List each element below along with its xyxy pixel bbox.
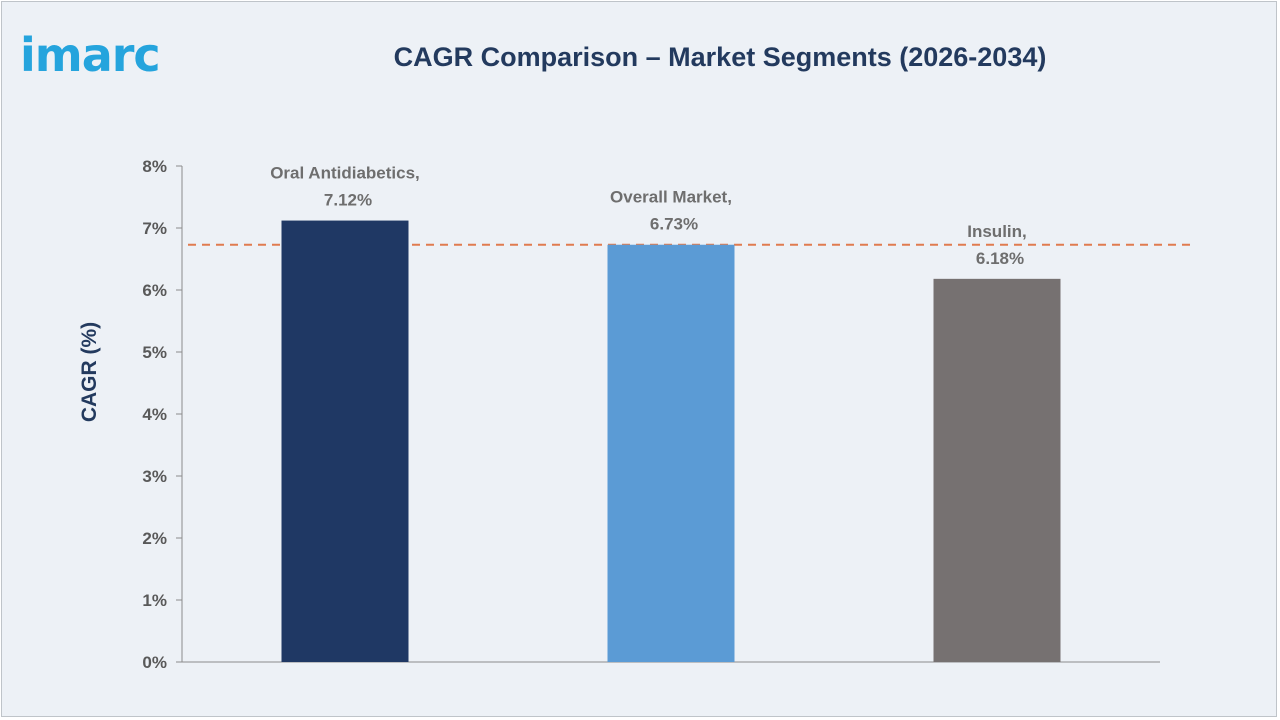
y-axis-label: CAGR (%)	[78, 322, 101, 422]
data-label: 7.12%	[324, 191, 372, 210]
data-label: 6.73%	[650, 215, 698, 234]
y-tick-label: 8%	[142, 157, 167, 176]
data-label: Insulin,	[967, 222, 1027, 241]
bar	[281, 220, 409, 662]
y-tick-label: 7%	[142, 219, 167, 238]
bar	[933, 278, 1061, 662]
y-tick-label: 3%	[142, 467, 167, 486]
imarc-logo: imarc	[20, 28, 161, 82]
data-label: 6.18%	[976, 249, 1024, 268]
y-tick-label: 5%	[142, 343, 167, 362]
y-tick-label: 4%	[142, 405, 167, 424]
bar	[607, 244, 735, 663]
chart-title: CAGR Comparison – Market Segments (2026-…	[393, 42, 1047, 72]
bars	[281, 220, 1061, 663]
y-tick-label: 6%	[142, 281, 167, 300]
y-tick-label: 1%	[142, 591, 167, 610]
logo-text: imarc	[20, 28, 161, 82]
data-labels: Oral Antidiabetics, 7.12% Overall Market, 6…	[270, 164, 1027, 268]
data-label: Overall Market,	[610, 188, 732, 207]
data-label: Oral Antidiabetics,	[270, 164, 420, 183]
y-tick-label: 0%	[142, 653, 167, 672]
y-tick-label: 2%	[142, 529, 167, 548]
